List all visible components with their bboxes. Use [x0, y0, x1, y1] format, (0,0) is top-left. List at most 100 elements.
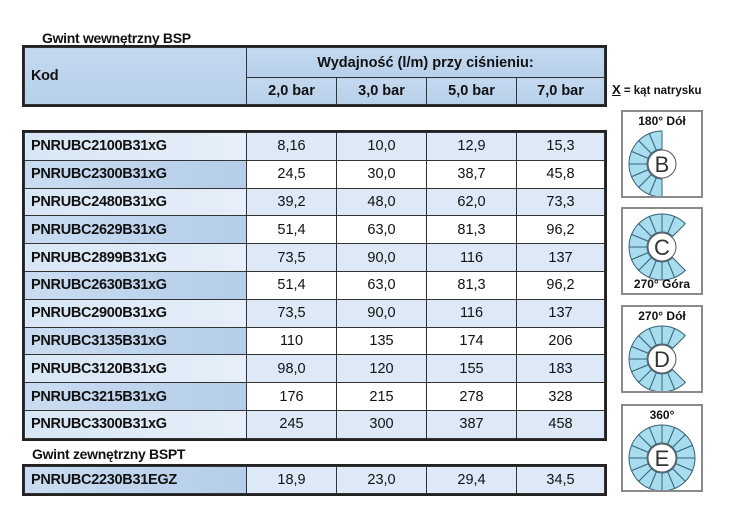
header-flow: Wydajność (l/m) przy ciśnieniu: — [245, 47, 606, 78]
flow-value: 73,5 — [246, 243, 337, 272]
flow-value: 90,0 — [336, 243, 427, 272]
flow-value: 39,2 — [246, 187, 337, 217]
header-table: Kod Wydajność (l/m) przy ciśnieniu: 2,0 … — [21, 45, 608, 107]
spray-pattern-icon: E — [628, 424, 696, 490]
table-row: PNRUBC3135B31xG 110 135 174 206 — [24, 326, 605, 356]
flow-value: 300 — [336, 409, 427, 439]
flow-value: 81,3 — [426, 215, 517, 245]
spray-pattern-c: C 270° Góra — [621, 207, 703, 295]
spray-segment — [667, 256, 687, 279]
spray-pattern-icon: D — [628, 325, 687, 391]
flow-value: 45,8 — [516, 159, 605, 189]
flow-value: 387 — [426, 409, 517, 439]
table-row: PNRUBC2630B31xG 51,4 63,0 81,3 96,2 — [24, 270, 605, 300]
flow-value: 73,3 — [516, 187, 605, 217]
header-pressure: 7,0 bar — [515, 77, 606, 105]
spray-angle-label: 270° Dół — [638, 309, 686, 323]
spray-segment — [667, 327, 687, 350]
table-row: PNRUBC2480B31xG 39,2 48,0 62,0 73,3 — [24, 187, 605, 217]
product-code: PNRUBC3135B31xG — [24, 326, 247, 356]
flow-value: 38,7 — [426, 159, 517, 189]
flow-value: 278 — [426, 382, 517, 411]
spray-angle-legend: X = kąt natrysku — [612, 82, 702, 97]
flow-value: 110 — [246, 326, 337, 356]
flow-value: 90,0 — [336, 298, 427, 328]
spray-letter: B — [655, 152, 670, 177]
table-row: PNRUBC2900B31xG 73,5 90,0 116 137 — [24, 298, 605, 328]
table-row: PNRUBC3120B31xG 98,0 120 155 183 — [24, 354, 605, 384]
flow-value: 62,0 — [426, 187, 517, 217]
table-row: PNRUBC2629B31xG 51,4 63,0 81,3 96,2 — [24, 215, 605, 245]
spray-pattern-d: D 270° Dół — [621, 305, 703, 393]
product-code: PNRUBC2630B31xG — [24, 270, 247, 300]
flow-value: 183 — [516, 354, 605, 384]
spray-pattern-b: B 180° Dół — [621, 110, 703, 198]
product-code: PNRUBC2629B31xG — [24, 215, 247, 245]
flow-value: 120 — [336, 354, 427, 384]
flow-value: 215 — [336, 382, 427, 411]
product-code: PNRUBC2899B31xG — [24, 243, 247, 272]
flow-value: 135 — [336, 326, 427, 356]
product-code: PNRUBC2480B31xG — [24, 187, 247, 217]
product-code: PNRUBC2100B31xG — [24, 132, 247, 161]
flow-value: 81,3 — [426, 270, 517, 300]
flow-value: 8,16 — [246, 132, 337, 161]
flow-value: 137 — [516, 243, 605, 272]
flow-value: 206 — [516, 326, 605, 356]
flow-value: 245 — [246, 409, 337, 439]
spray-letter: D — [654, 347, 670, 372]
flow-value: 96,2 — [516, 270, 605, 300]
header-pressure: 5,0 bar — [426, 77, 517, 105]
spray-pattern-icon: B — [628, 130, 677, 196]
flow-value: 137 — [516, 298, 605, 328]
flow-value: 12,9 — [426, 132, 517, 161]
flow-value: 51,4 — [246, 270, 337, 300]
flow-value: 15,3 — [516, 132, 605, 161]
flow-value: 116 — [426, 243, 517, 272]
section-title-bsp: Gwint wewnętrzny BSP — [42, 30, 191, 46]
flow-value: 458 — [516, 409, 605, 439]
flow-value: 98,0 — [246, 354, 337, 384]
flow-value: 34,5 — [516, 466, 605, 494]
flow-value: 23,0 — [336, 466, 427, 494]
flow-value: 24,5 — [246, 159, 337, 189]
table-row: PNRUBC3215B31xG 176 215 278 328 — [24, 382, 605, 411]
header-code: Kod — [24, 47, 247, 105]
flow-value: 328 — [516, 382, 605, 411]
table-row: PNRUBC2899B31xG 73,5 90,0 116 137 — [24, 243, 605, 272]
product-code: PNRUBC2900B31xG — [24, 298, 247, 328]
flow-value: 30,0 — [336, 159, 427, 189]
product-code: PNRUBC2230B31EGZ — [24, 466, 247, 494]
flow-value: 63,0 — [336, 270, 427, 300]
flow-value: 96,2 — [516, 215, 605, 245]
spray-angle-label: 180° Dół — [638, 114, 686, 128]
spray-pattern-icon: C — [628, 213, 687, 281]
flow-value: 116 — [426, 298, 517, 328]
table-row: PNRUBC2300B31xG 24,5 30,0 38,7 45,8 — [24, 159, 605, 189]
spray-letter: C — [654, 235, 670, 260]
spray-letter: E — [655, 446, 670, 471]
flow-value: 174 — [426, 326, 517, 356]
flow-value: 73,5 — [246, 298, 337, 328]
product-code: PNRUBC3120B31xG — [24, 354, 247, 384]
header-pressure: 2,0 bar — [246, 77, 337, 105]
table-row: PNRUBC2100B31xG 8,16 10,0 12,9 15,3 — [24, 132, 605, 161]
section-title-bspt: Gwint zewnętrzny BSPT — [32, 446, 186, 462]
spray-segment — [648, 130, 663, 151]
spray-pattern-e: E 360° — [621, 404, 703, 492]
table-row: PNRUBC3300B31xG 245 300 387 458 — [24, 409, 605, 439]
table-row: PNRUBC2230B31EGZ 18,9 23,0 29,4 34,5 — [24, 466, 605, 494]
header-pressure: 3,0 bar — [336, 77, 427, 105]
product-code: PNRUBC2300B31xG — [24, 159, 247, 189]
flow-value: 10,0 — [336, 132, 427, 161]
flow-value: 155 — [426, 354, 517, 384]
legend-x: X — [612, 82, 621, 97]
flow-value: 29,4 — [426, 466, 517, 494]
flow-value: 18,9 — [246, 466, 337, 494]
flow-value: 51,4 — [246, 215, 337, 245]
product-code: PNRUBC3215B31xG — [24, 382, 247, 411]
bspt-table: PNRUBC2230B31EGZ 18,9 23,0 29,4 34,5 — [22, 464, 607, 496]
flow-value: 48,0 — [336, 187, 427, 217]
bsp-table: PNRUBC2100B31xG 8,16 10,0 12,9 15,3 PNRUBC230… — [22, 130, 607, 441]
product-code: PNRUBC3300B31xG — [24, 409, 247, 439]
